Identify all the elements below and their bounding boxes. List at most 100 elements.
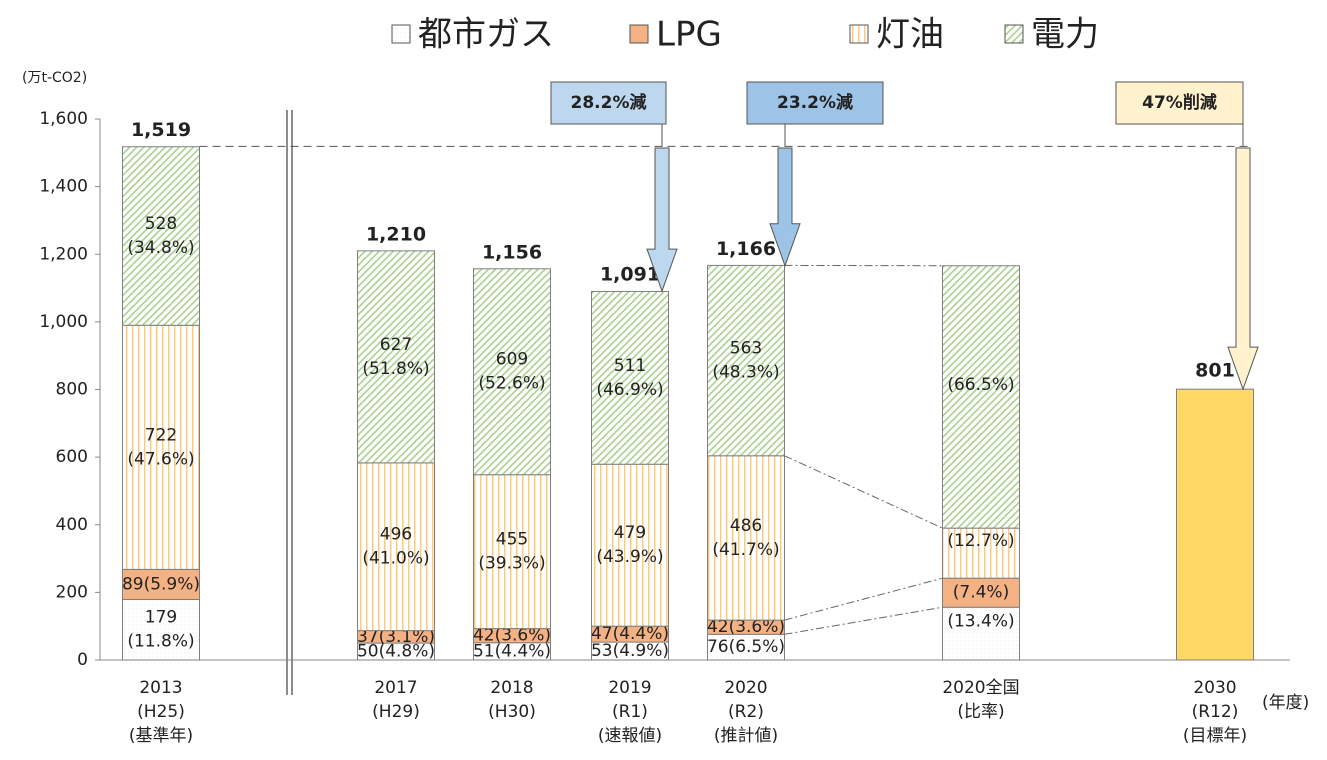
value-label: 609 (52.6%) bbox=[478, 350, 545, 394]
share: (52.6%) bbox=[478, 374, 545, 394]
value-label: 53(4.9%) bbox=[591, 641, 669, 661]
value-label: 179 (11.8%) bbox=[127, 608, 194, 652]
x-tick-label-line: 2020全国 bbox=[942, 678, 1019, 698]
legend-label: 都市ガス bbox=[418, 15, 554, 55]
annotation-text: 28.2%減 bbox=[571, 92, 647, 113]
share: (48.3%) bbox=[712, 363, 779, 383]
share: (41.0%) bbox=[362, 549, 429, 569]
value-label: 51(4.4%) bbox=[473, 641, 551, 661]
value-label: (13.4%) bbox=[947, 612, 1014, 632]
value-label: 47(4.4%) bbox=[591, 624, 669, 644]
annotation-box bbox=[746, 81, 884, 125]
y-tick-label: 1,000 bbox=[39, 312, 88, 332]
value: 486 bbox=[730, 516, 762, 536]
connector bbox=[784, 577, 943, 621]
x-tick-label-line: (H25) bbox=[137, 702, 185, 722]
y-tick-label: 0 bbox=[77, 650, 88, 670]
share: (4.9%) bbox=[613, 641, 669, 661]
share: (5.9%) bbox=[144, 574, 200, 594]
value-label: 528 (34.8%) bbox=[127, 214, 194, 258]
total-label: 1,166 bbox=[716, 238, 776, 260]
value-label: 42(3.6%) bbox=[473, 626, 551, 646]
x-tick-label-line: (速報値) bbox=[598, 726, 662, 746]
y-tick-label: 1,600 bbox=[39, 109, 88, 129]
y-tick-label: 800 bbox=[56, 380, 88, 400]
x-tick-label-line: (目標年) bbox=[1183, 726, 1247, 746]
y-axis-label: (万t-CO2) bbox=[22, 70, 87, 86]
bar-segment bbox=[473, 474, 551, 630]
bar-segment bbox=[122, 146, 200, 326]
value: 479 bbox=[614, 523, 646, 543]
value: 42 bbox=[473, 626, 495, 646]
total-label: 1,091 bbox=[600, 264, 660, 286]
share: (4.8%) bbox=[379, 642, 435, 662]
total-label: 1,519 bbox=[131, 119, 191, 141]
legend-swatch bbox=[1004, 24, 1024, 44]
value: 627 bbox=[380, 335, 412, 355]
share: (3.6%) bbox=[729, 617, 785, 637]
share: (13.4%) bbox=[947, 612, 1014, 632]
x-axis-label: (年度) bbox=[1262, 693, 1309, 713]
share: (12.7%) bbox=[947, 531, 1014, 551]
bar-segment bbox=[942, 527, 1020, 579]
value-label: 486 (41.7%) bbox=[712, 516, 779, 560]
value: 455 bbox=[496, 530, 528, 550]
x-tick-label: 2020 (R2) (推計値) bbox=[714, 678, 778, 746]
x-tick-label-line: (H30) bbox=[488, 702, 536, 722]
value: 53 bbox=[591, 641, 613, 661]
bar-segment bbox=[942, 606, 1020, 661]
value-label: 50(4.8%) bbox=[357, 642, 435, 662]
y-tick-label: 400 bbox=[56, 515, 88, 535]
bar-segment bbox=[122, 324, 200, 570]
legend-swatch bbox=[391, 24, 411, 44]
legend-swatch bbox=[849, 24, 869, 44]
annotation-arrow bbox=[769, 147, 801, 268]
x-tick-label-line: 2017 bbox=[374, 678, 417, 698]
share: (4.4%) bbox=[495, 641, 551, 661]
legend-label: 灯油 bbox=[876, 15, 944, 55]
annotation-box bbox=[550, 81, 667, 125]
bar-segment bbox=[122, 598, 200, 661]
x-tick-label-line: 2018 bbox=[490, 678, 533, 698]
annotation-box bbox=[1115, 81, 1244, 125]
total-label: 1,156 bbox=[482, 242, 542, 264]
value-label: 37(3.1%) bbox=[357, 627, 435, 647]
connector bbox=[784, 455, 943, 529]
value-label: 76(6.5%) bbox=[707, 637, 785, 657]
value: 42 bbox=[707, 617, 729, 637]
x-tick-label-line: 2030 bbox=[1193, 678, 1236, 698]
value: 51 bbox=[473, 641, 495, 661]
value: 722 bbox=[145, 425, 177, 445]
x-tick-label: 2019 (R1) (速報値) bbox=[598, 678, 662, 746]
connector bbox=[784, 606, 943, 635]
annotation-text: 47%削減 bbox=[1142, 92, 1217, 113]
annotation-arrow bbox=[646, 147, 678, 293]
value: 89 bbox=[122, 574, 144, 594]
bar-segment bbox=[707, 264, 785, 457]
x-tick-label: 2030 (R12) (目標年) bbox=[1183, 678, 1247, 746]
share: (6.5%) bbox=[729, 637, 785, 657]
share: (41.7%) bbox=[712, 540, 779, 560]
value: 563 bbox=[730, 339, 762, 359]
share: (39.3%) bbox=[478, 554, 545, 574]
y-tick-label: 1,400 bbox=[39, 177, 88, 197]
value: 47 bbox=[591, 624, 613, 644]
x-tick-label-line: (H29) bbox=[372, 702, 420, 722]
value-label: 563 (48.3%) bbox=[712, 339, 779, 383]
bar-segment bbox=[591, 463, 669, 627]
legend-swatch bbox=[629, 24, 649, 44]
x-tick-label-line: (基準年) bbox=[129, 726, 193, 746]
value: 37 bbox=[357, 627, 379, 647]
share: (4.4%) bbox=[613, 624, 669, 644]
share: (34.8%) bbox=[127, 238, 194, 258]
bar-segment bbox=[942, 265, 1020, 529]
value: 528 bbox=[145, 214, 177, 234]
x-tick-label: 2020全国 (比率) bbox=[942, 678, 1019, 722]
bar bbox=[1176, 388, 1254, 661]
bar-segment bbox=[357, 250, 435, 464]
bar-segment bbox=[473, 268, 551, 476]
annotation-text: 23.2%減 bbox=[777, 92, 853, 113]
x-tick-label-line: (推計値) bbox=[714, 726, 778, 746]
value: 76 bbox=[707, 637, 729, 657]
